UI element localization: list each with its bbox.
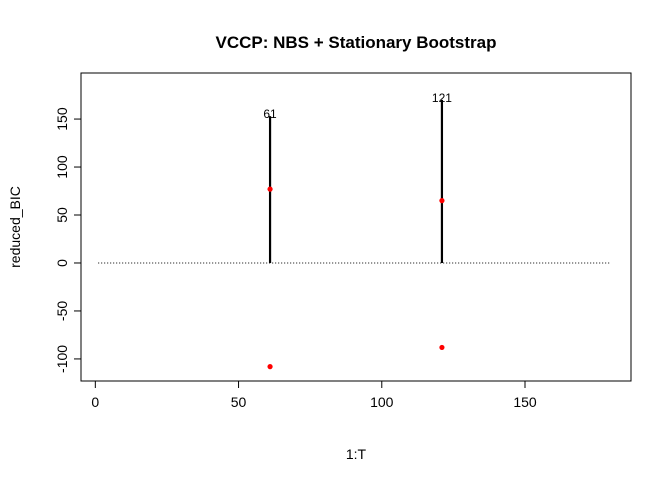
changepoint-label: 61 (263, 107, 277, 121)
y-tick-label: -50 (54, 301, 70, 321)
y-axis-label: reduced_BIC (7, 186, 23, 268)
x-axis: 0 50 100 150 (91, 380, 537, 410)
data-point (439, 198, 445, 204)
x-tick-label: 100 (370, 394, 394, 410)
data-point (267, 186, 273, 192)
y-tick-label: 150 (54, 107, 70, 131)
y-axis: -100 -50 0 50 100 150 (54, 107, 82, 373)
plot-marks: 61 121 (98, 91, 611, 370)
data-point (267, 364, 273, 370)
changepoint-label: 121 (432, 91, 452, 105)
x-axis-label: 1:T (346, 446, 367, 462)
x-tick-label: 0 (91, 394, 99, 410)
chart-title: VCCP: NBS + Stationary Bootstrap (215, 33, 496, 52)
data-point (439, 344, 445, 351)
y-tick-label: 0 (54, 259, 70, 267)
y-tick-label: 50 (54, 207, 70, 223)
y-tick-label: -100 (54, 345, 70, 373)
y-tick-label: 100 (54, 155, 70, 179)
plot-box (80, 72, 632, 382)
x-tick-label: 50 (231, 394, 247, 410)
x-tick-label: 150 (513, 394, 537, 410)
